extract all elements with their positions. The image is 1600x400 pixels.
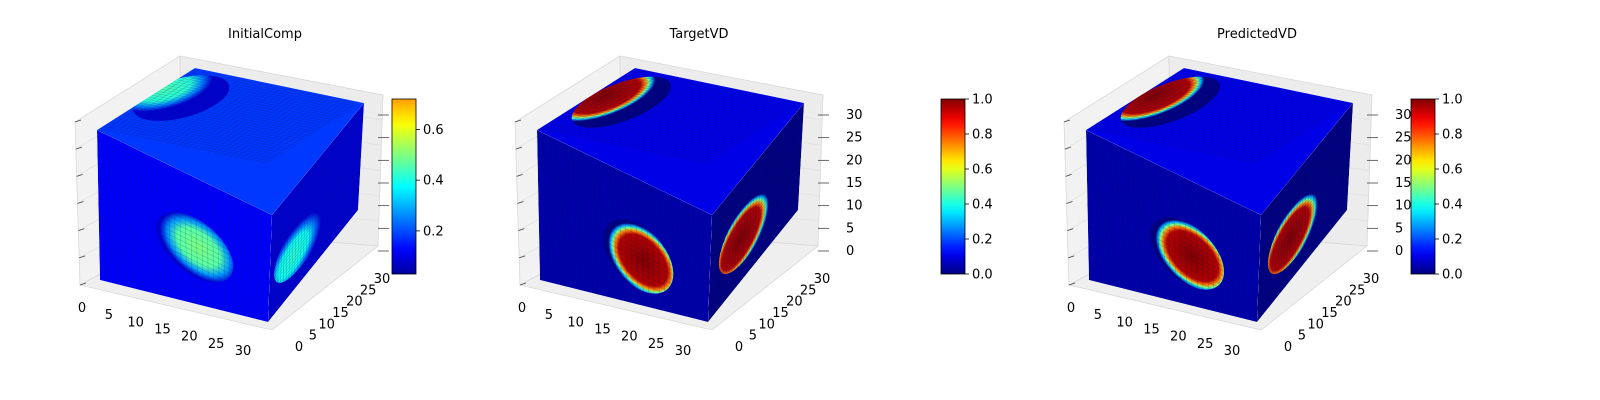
- x-tick-label: 30: [675, 344, 692, 359]
- y-tick-label: 15: [1321, 306, 1338, 321]
- colorbar: 0.0 0.2 0.4 0.6 0.8 1.0: [940, 93, 993, 283]
- feature-top: [1120, 76, 1220, 128]
- x-tick-label: 25: [648, 337, 665, 352]
- z-tick-label: 5: [1395, 221, 1403, 236]
- z-tick-label: 0: [1395, 244, 1403, 259]
- x-tick-label: 25: [1197, 337, 1214, 352]
- colorbar-gradient: [1410, 98, 1436, 275]
- feature-side: [1267, 184, 1324, 275]
- colorbar-tick-label: 0.6: [423, 123, 444, 138]
- z-tick-label: 30: [1395, 108, 1412, 123]
- x-tick-label: 5: [545, 308, 553, 323]
- z-tick-label: 20: [846, 153, 863, 168]
- y-tick-label: 30: [1363, 272, 1380, 287]
- x-tick-label: 10: [127, 315, 144, 330]
- feature-front: [1150, 217, 1225, 290]
- x-tick-label: 15: [594, 323, 611, 338]
- colorbar: 0.0 0.2 0.4 0.6 0.8 1.0: [1410, 93, 1463, 283]
- colorbar-tick-label: 0.8: [972, 128, 993, 143]
- z-tick-label: 15: [846, 176, 863, 191]
- x-tick-label: 25: [208, 337, 225, 352]
- subplot-title: PredictedVD: [1217, 27, 1297, 42]
- y-tick-label: 10: [1307, 317, 1324, 332]
- x-tick-label: 0: [1067, 301, 1075, 316]
- y-tick-label: 0: [735, 340, 743, 355]
- y-tick-label: 0: [295, 340, 303, 355]
- y-tick-label: 0: [1284, 340, 1292, 355]
- x-tick-label: 5: [105, 308, 113, 323]
- feature-front: [603, 219, 674, 294]
- y-tick-label: 5: [309, 329, 317, 344]
- y-tick-label: 20: [1335, 295, 1352, 310]
- colorbar-tick-label: 0.6: [1442, 163, 1463, 178]
- y-tick-label: 20: [346, 295, 363, 310]
- x-tick-label: 15: [154, 323, 171, 338]
- colorbar: 0.2 0.4 0.6: [391, 98, 444, 275]
- z-tick-label: 30: [846, 108, 863, 123]
- colorbar-tick-label: 1.0: [972, 93, 993, 108]
- x-tick-label: 30: [1224, 344, 1241, 359]
- feature-front: [156, 211, 234, 283]
- y-tick-label: 25: [800, 283, 817, 298]
- colorbar-tick-label: 0.0: [1442, 268, 1463, 283]
- x-tick-label: 15: [1143, 323, 1160, 338]
- subplot-title: TargetVD: [668, 27, 728, 42]
- colorbar-tick-label: 0.4: [972, 198, 993, 213]
- x-tick-label: 10: [567, 315, 584, 330]
- colorbar-tick-label: 0.6: [972, 163, 993, 178]
- z-tick-label: 10: [846, 199, 863, 214]
- y-tick-label: 20: [786, 295, 803, 310]
- colorbar-gradient: [391, 98, 417, 275]
- y-tick-label: 5: [1298, 329, 1306, 344]
- feature-top: [571, 76, 671, 128]
- z-tick-label: 10: [1395, 199, 1412, 214]
- feature-side: [274, 197, 330, 283]
- y-tick-label: 10: [318, 317, 335, 332]
- colorbar-tick-label: 0.0: [972, 268, 993, 283]
- y-tick-label: 5: [749, 329, 757, 344]
- x-tick-label: 20: [621, 330, 638, 345]
- x-tick-label: 5: [1094, 308, 1102, 323]
- y-tick-label: 15: [772, 306, 789, 321]
- colorbar-tick-label: 0.2: [1442, 233, 1463, 248]
- colorbar-tick-label: 0.2: [423, 224, 444, 239]
- voxel-cube: [537, 68, 804, 322]
- z-tick-label: 15: [1395, 176, 1412, 191]
- colorbar-tick-label: 0.8: [1442, 128, 1463, 143]
- x-tick-label: 20: [181, 330, 198, 345]
- x-tick-label: 30: [235, 344, 252, 359]
- z-tick-label: 5: [846, 221, 854, 236]
- colorbar-tick-label: 0.4: [423, 174, 444, 189]
- y-tick-label: 15: [332, 306, 349, 321]
- x-tick-label: 20: [1170, 330, 1187, 345]
- subplot-title: InitialComp: [228, 27, 302, 42]
- y-tick-label: 30: [374, 272, 391, 287]
- voxel-cube: [97, 68, 364, 322]
- z-tick-label: 25: [1395, 131, 1412, 146]
- x-tick-label: 10: [1116, 315, 1133, 330]
- z-tick-label: 0: [846, 244, 854, 259]
- y-tick-label: 30: [814, 272, 831, 287]
- colorbar-tick-label: 0.4: [1442, 198, 1463, 213]
- voxel-cube: [1086, 68, 1353, 322]
- y-tick-label: 25: [360, 283, 377, 298]
- x-tick-label: 0: [78, 301, 86, 316]
- z-tick-label: 25: [846, 131, 863, 146]
- colorbar-gradient: [940, 98, 966, 275]
- colorbar-tick-label: 0.2: [972, 233, 993, 248]
- x-tick-label: 0: [518, 301, 526, 316]
- y-tick-label: 25: [1349, 283, 1366, 298]
- y-tick-label: 10: [758, 317, 775, 332]
- z-tick-label: 20: [1395, 153, 1412, 168]
- feature-side: [718, 184, 775, 275]
- colorbar-tick-label: 1.0: [1442, 93, 1463, 108]
